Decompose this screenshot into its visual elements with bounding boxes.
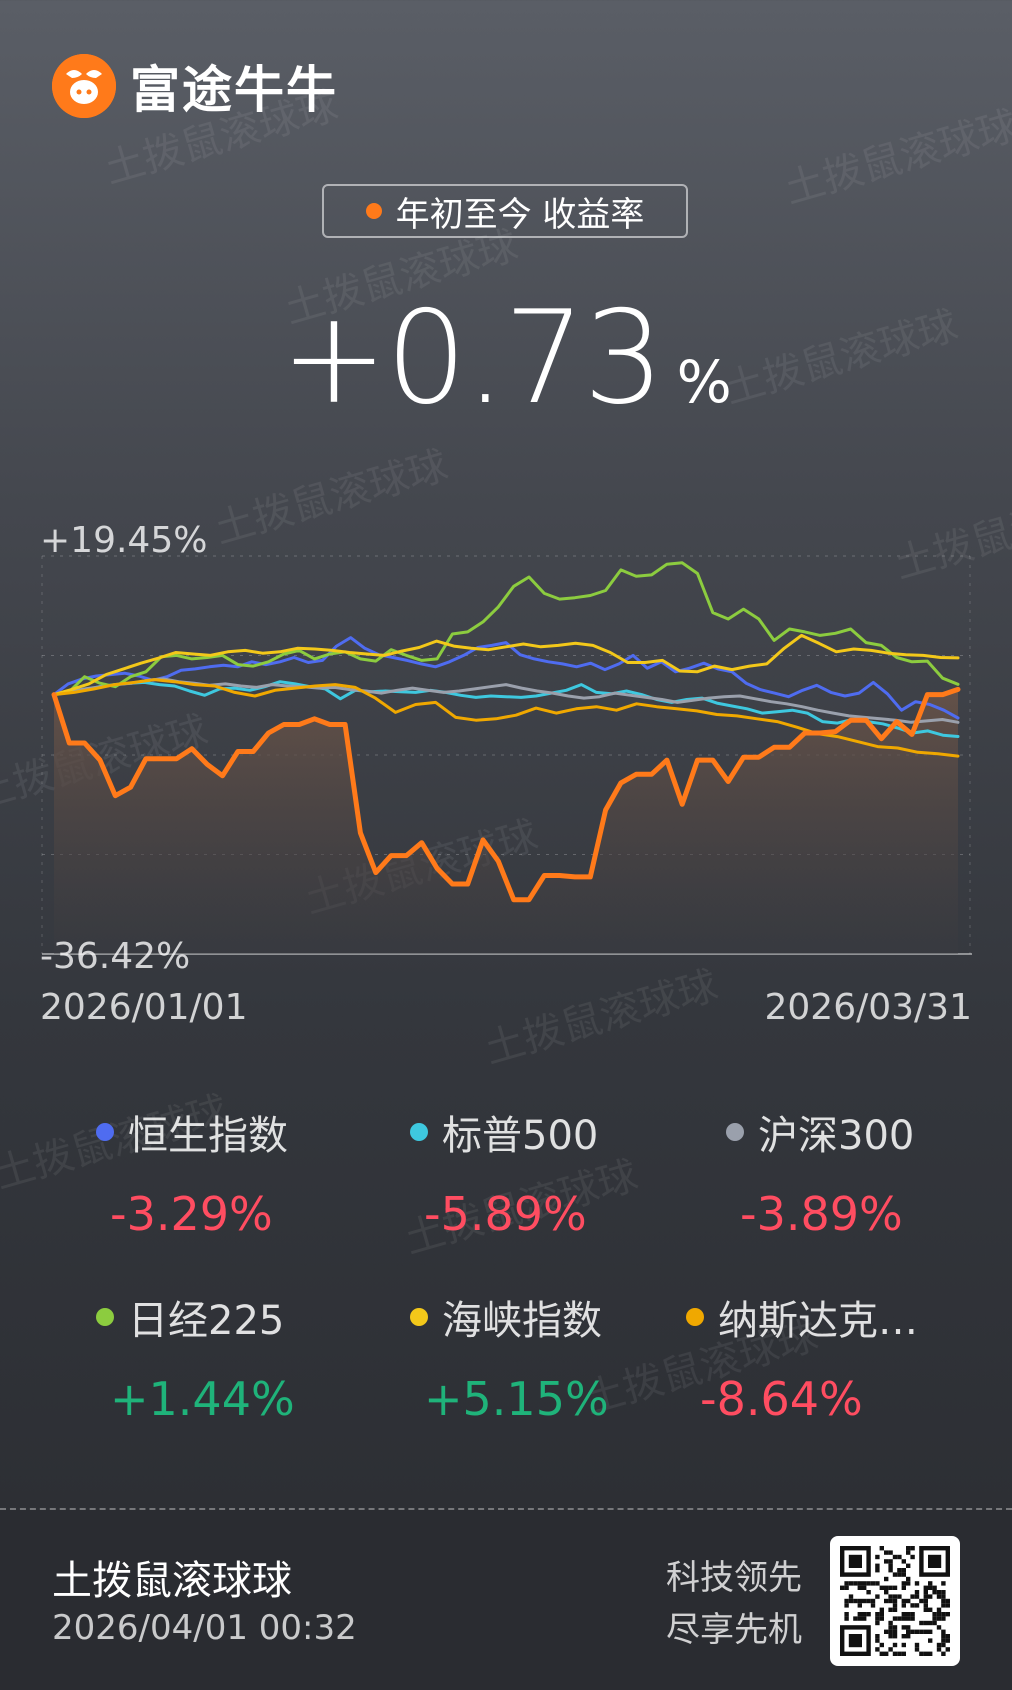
brand-header: 富途牛牛	[52, 50, 338, 122]
user-name: 土拨鼠滚球球	[52, 1558, 292, 1604]
series-area	[54, 689, 958, 954]
legend-item: 标普500 -5.89%	[410, 1103, 710, 1241]
legend-dot-icon	[726, 1123, 744, 1141]
legend-item: 海峡指数 +5.15%	[410, 1288, 710, 1426]
total-return-unit: %	[676, 348, 732, 416]
total-return-value: +0.73	[280, 284, 664, 433]
legend-item: 纳斯达克… -8.64%	[686, 1288, 986, 1426]
legend-dot-icon	[96, 1123, 114, 1141]
legend-item: 日经225 +1.44%	[96, 1288, 396, 1426]
legend-label: 海峡指数	[442, 1298, 602, 1344]
slogan-line-2: 尽享先机	[666, 1610, 802, 1650]
series-line	[51, 686, 961, 903]
x-axis-end-label: 2026/03/31	[764, 987, 973, 1028]
bull-icon	[52, 54, 116, 118]
legend-label: 标普500	[442, 1113, 599, 1159]
bull-icon-graphic	[52, 54, 116, 118]
watermark: 土拨鼠滚球球	[779, 102, 1012, 214]
slogan: 科技领先 尽享先机	[666, 1552, 802, 1656]
legend-value: +5.15%	[424, 1372, 609, 1426]
legend-label: 日经225	[128, 1298, 285, 1344]
legend-dot-icon	[410, 1308, 428, 1326]
slogan-line-1: 科技领先	[666, 1558, 802, 1598]
legend-value: -8.64%	[700, 1372, 863, 1426]
y-axis-min-label: -36.42%	[40, 936, 191, 977]
series-line	[52, 680, 960, 738]
metric-label: 年初至今 收益率	[395, 194, 645, 235]
share-timestamp: 2026/04/01 00:32	[52, 1608, 357, 1648]
legend-item: 恒生指数 -3.29%	[96, 1103, 396, 1241]
legend-label: 沪深300	[758, 1113, 915, 1159]
qr-code-graphic	[840, 1546, 950, 1656]
brand-name: 富途牛牛	[130, 61, 338, 119]
legend-item: 沪深300 -3.89%	[726, 1103, 1012, 1241]
legend-label: 恒生指数	[128, 1113, 288, 1159]
qr-code-icon[interactable]	[830, 1536, 960, 1666]
footer-divider	[0, 1508, 1012, 1510]
legend-value: -5.89%	[424, 1187, 587, 1241]
metric-dot-icon	[365, 203, 382, 219]
x-axis-start-label: 2026/01/01	[40, 987, 248, 1028]
legend-dot-icon	[410, 1123, 428, 1141]
legend-dot-icon	[96, 1308, 114, 1326]
return-chart	[0, 500, 1012, 984]
legend-value: +1.44%	[110, 1372, 295, 1426]
legend-value: -3.29%	[110, 1187, 273, 1241]
series-line	[52, 636, 960, 720]
metric-selector[interactable]: 年初至今 收益率	[322, 184, 688, 238]
series-line	[52, 561, 960, 697]
legend-dot-icon	[686, 1308, 704, 1326]
total-return: +0.73%	[0, 284, 1012, 433]
y-axis-max-label: +19.45%	[40, 520, 208, 561]
series-line	[52, 633, 960, 697]
legend-value: -3.89%	[740, 1187, 903, 1241]
legend-label: 纳斯达克…	[718, 1298, 918, 1344]
return-chart-svg	[41, 555, 972, 955]
